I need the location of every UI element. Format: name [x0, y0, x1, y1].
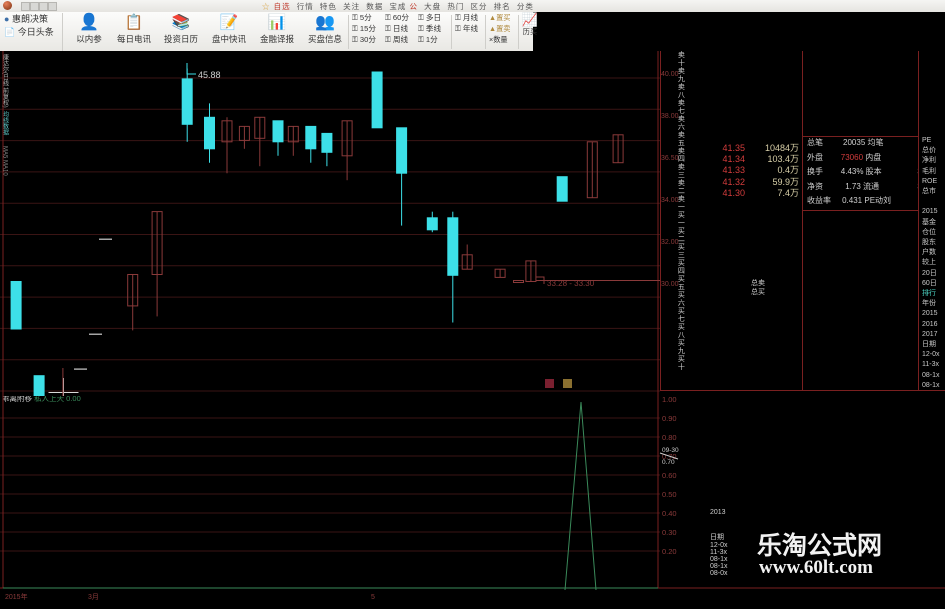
svg-text:09-30: 09-30: [662, 447, 679, 454]
svg-text:33.28 - 33.30: 33.28 - 33.30: [547, 279, 595, 288]
svg-text:0.50: 0.50: [662, 490, 677, 499]
svg-text:1.00: 1.00: [662, 395, 677, 404]
svg-text:0.80: 0.80: [662, 433, 677, 442]
svg-text:0.30: 0.30: [662, 528, 677, 537]
svg-text:2015年: 2015年: [5, 592, 28, 601]
svg-text:0.70: 0.70: [662, 459, 675, 466]
svg-text:0.60: 0.60: [662, 471, 677, 480]
svg-text:0.90: 0.90: [662, 414, 677, 423]
svg-text:5: 5: [371, 594, 375, 601]
svg-text:0.40: 0.40: [662, 509, 677, 518]
svg-text:45.88: 45.88: [198, 70, 221, 80]
svg-text:3月: 3月: [88, 593, 99, 601]
svg-text:0.20: 0.20: [662, 547, 677, 556]
